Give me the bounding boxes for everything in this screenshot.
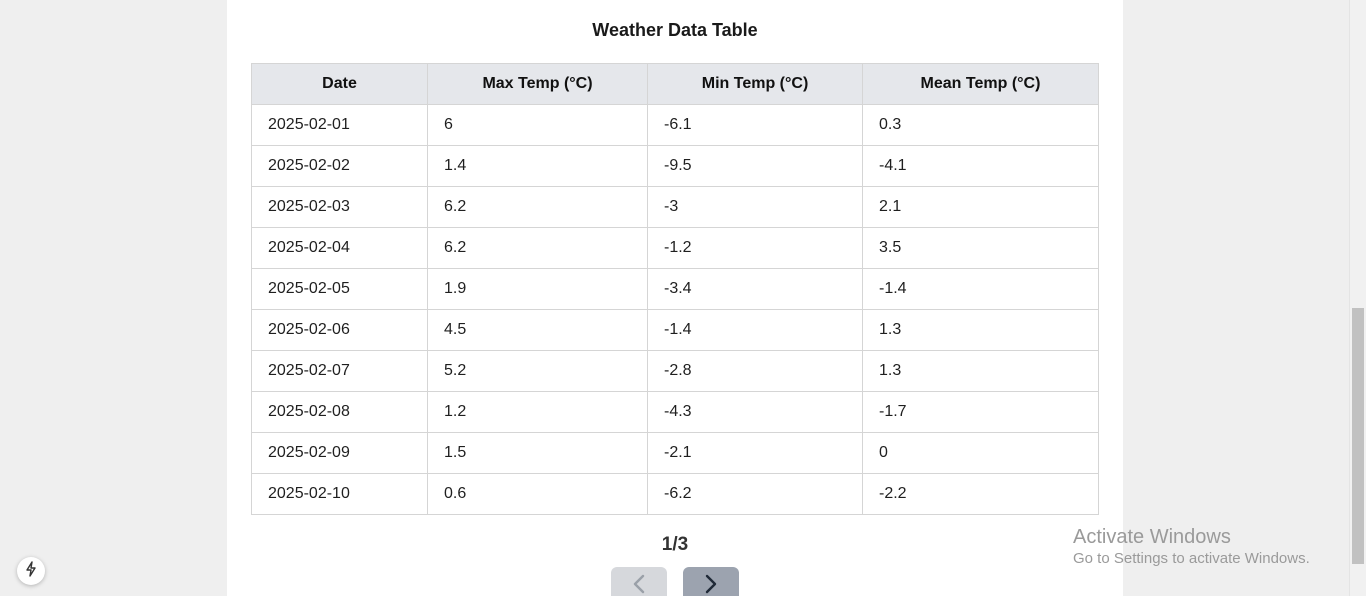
cell-mean-temp: -1.7 xyxy=(862,391,1099,433)
cell-max-temp: 6.2 xyxy=(427,227,648,269)
previous-page-button[interactable] xyxy=(611,567,667,596)
table-row: 2025-02-01 6 -6.1 0.3 xyxy=(251,104,1099,146)
table-row: 2025-02-09 1.5 -2.1 0 xyxy=(251,432,1099,474)
chevron-right-icon xyxy=(704,573,718,596)
cell-min-temp: -2.1 xyxy=(647,432,863,474)
cell-max-temp: 0.6 xyxy=(427,473,648,515)
page-indicator: 1/3 xyxy=(661,534,689,555)
cell-mean-temp: 3.5 xyxy=(862,227,1099,269)
lightning-bolt-button[interactable] xyxy=(17,557,45,585)
cell-min-temp: -3 xyxy=(647,186,863,228)
cell-max-temp: 6 xyxy=(427,104,648,146)
cell-mean-temp: -2.2 xyxy=(862,473,1099,515)
cell-date: 2025-02-08 xyxy=(251,391,428,433)
cell-min-temp: -4.3 xyxy=(647,391,863,433)
cell-min-temp: -6.1 xyxy=(647,104,863,146)
table-row: 2025-02-07 5.2 -2.8 1.3 xyxy=(251,350,1099,392)
weather-card: Weather Data Table Date Max Temp (°C) Mi… xyxy=(227,0,1123,596)
cell-date: 2025-02-07 xyxy=(251,350,428,392)
cell-max-temp: 1.2 xyxy=(427,391,648,433)
cell-date: 2025-02-03 xyxy=(251,186,428,228)
cell-min-temp: -6.2 xyxy=(647,473,863,515)
column-header-min-temp: Min Temp (°C) xyxy=(647,63,863,105)
cell-min-temp: -1.4 xyxy=(647,309,863,351)
watermark-title: Activate Windows xyxy=(1073,526,1231,548)
chevron-left-icon xyxy=(632,573,646,596)
cell-date: 2025-02-05 xyxy=(251,268,428,310)
cell-max-temp: 1.9 xyxy=(427,268,648,310)
column-header-date: Date xyxy=(251,63,428,105)
page-title: Weather Data Table xyxy=(592,20,758,40)
cell-date: 2025-02-06 xyxy=(251,309,428,351)
cell-mean-temp: 0 xyxy=(862,432,1099,474)
table-row: 2025-02-03 6.2 -3 2.1 xyxy=(251,186,1099,228)
cell-date: 2025-02-02 xyxy=(251,145,428,187)
weather-table: Date Max Temp (°C) Min Temp (°C) Mean Te… xyxy=(251,63,1099,515)
cell-max-temp: 6.2 xyxy=(427,186,648,228)
cell-max-temp: 1.4 xyxy=(427,145,648,187)
table-header-row: Date Max Temp (°C) Min Temp (°C) Mean Te… xyxy=(251,63,1099,105)
cell-min-temp: -9.5 xyxy=(647,145,863,187)
cell-mean-temp: 0.3 xyxy=(862,104,1099,146)
cell-max-temp: 4.5 xyxy=(427,309,648,351)
cell-mean-temp: 1.3 xyxy=(862,350,1099,392)
cell-min-temp: -1.2 xyxy=(647,227,863,269)
cell-mean-temp: -1.4 xyxy=(862,268,1099,310)
scrollbar-thumb[interactable] xyxy=(1352,308,1364,564)
table-row: 2025-02-02 1.4 -9.5 -4.1 xyxy=(251,145,1099,187)
cell-date: 2025-02-09 xyxy=(251,432,428,474)
watermark-subtitle: Go to Settings to activate Windows. xyxy=(1073,550,1310,567)
cell-mean-temp: -4.1 xyxy=(862,145,1099,187)
cell-date: 2025-02-04 xyxy=(251,227,428,269)
cell-date: 2025-02-10 xyxy=(251,473,428,515)
table-row: 2025-02-10 0.6 -6.2 -2.2 xyxy=(251,473,1099,515)
table-row: 2025-02-08 1.2 -4.3 -1.7 xyxy=(251,391,1099,433)
table-row: 2025-02-05 1.9 -3.4 -1.4 xyxy=(251,268,1099,310)
lightning-bolt-icon xyxy=(24,560,38,582)
column-header-mean-temp: Mean Temp (°C) xyxy=(862,63,1099,105)
next-page-button[interactable] xyxy=(683,567,739,596)
cell-mean-temp: 1.3 xyxy=(862,309,1099,351)
cell-min-temp: -2.8 xyxy=(647,350,863,392)
column-header-max-temp: Max Temp (°C) xyxy=(427,63,648,105)
table-row: 2025-02-04 6.2 -1.2 3.5 xyxy=(251,227,1099,269)
cell-mean-temp: 2.1 xyxy=(862,186,1099,228)
activate-windows-watermark: Activate Windows Go to Settings to activ… xyxy=(1073,525,1310,569)
cell-min-temp: -3.4 xyxy=(647,268,863,310)
cell-max-temp: 5.2 xyxy=(427,350,648,392)
cell-date: 2025-02-01 xyxy=(251,104,428,146)
table-row: 2025-02-06 4.5 -1.4 1.3 xyxy=(251,309,1099,351)
cell-max-temp: 1.5 xyxy=(427,432,648,474)
vertical-scrollbar[interactable] xyxy=(1349,0,1366,596)
